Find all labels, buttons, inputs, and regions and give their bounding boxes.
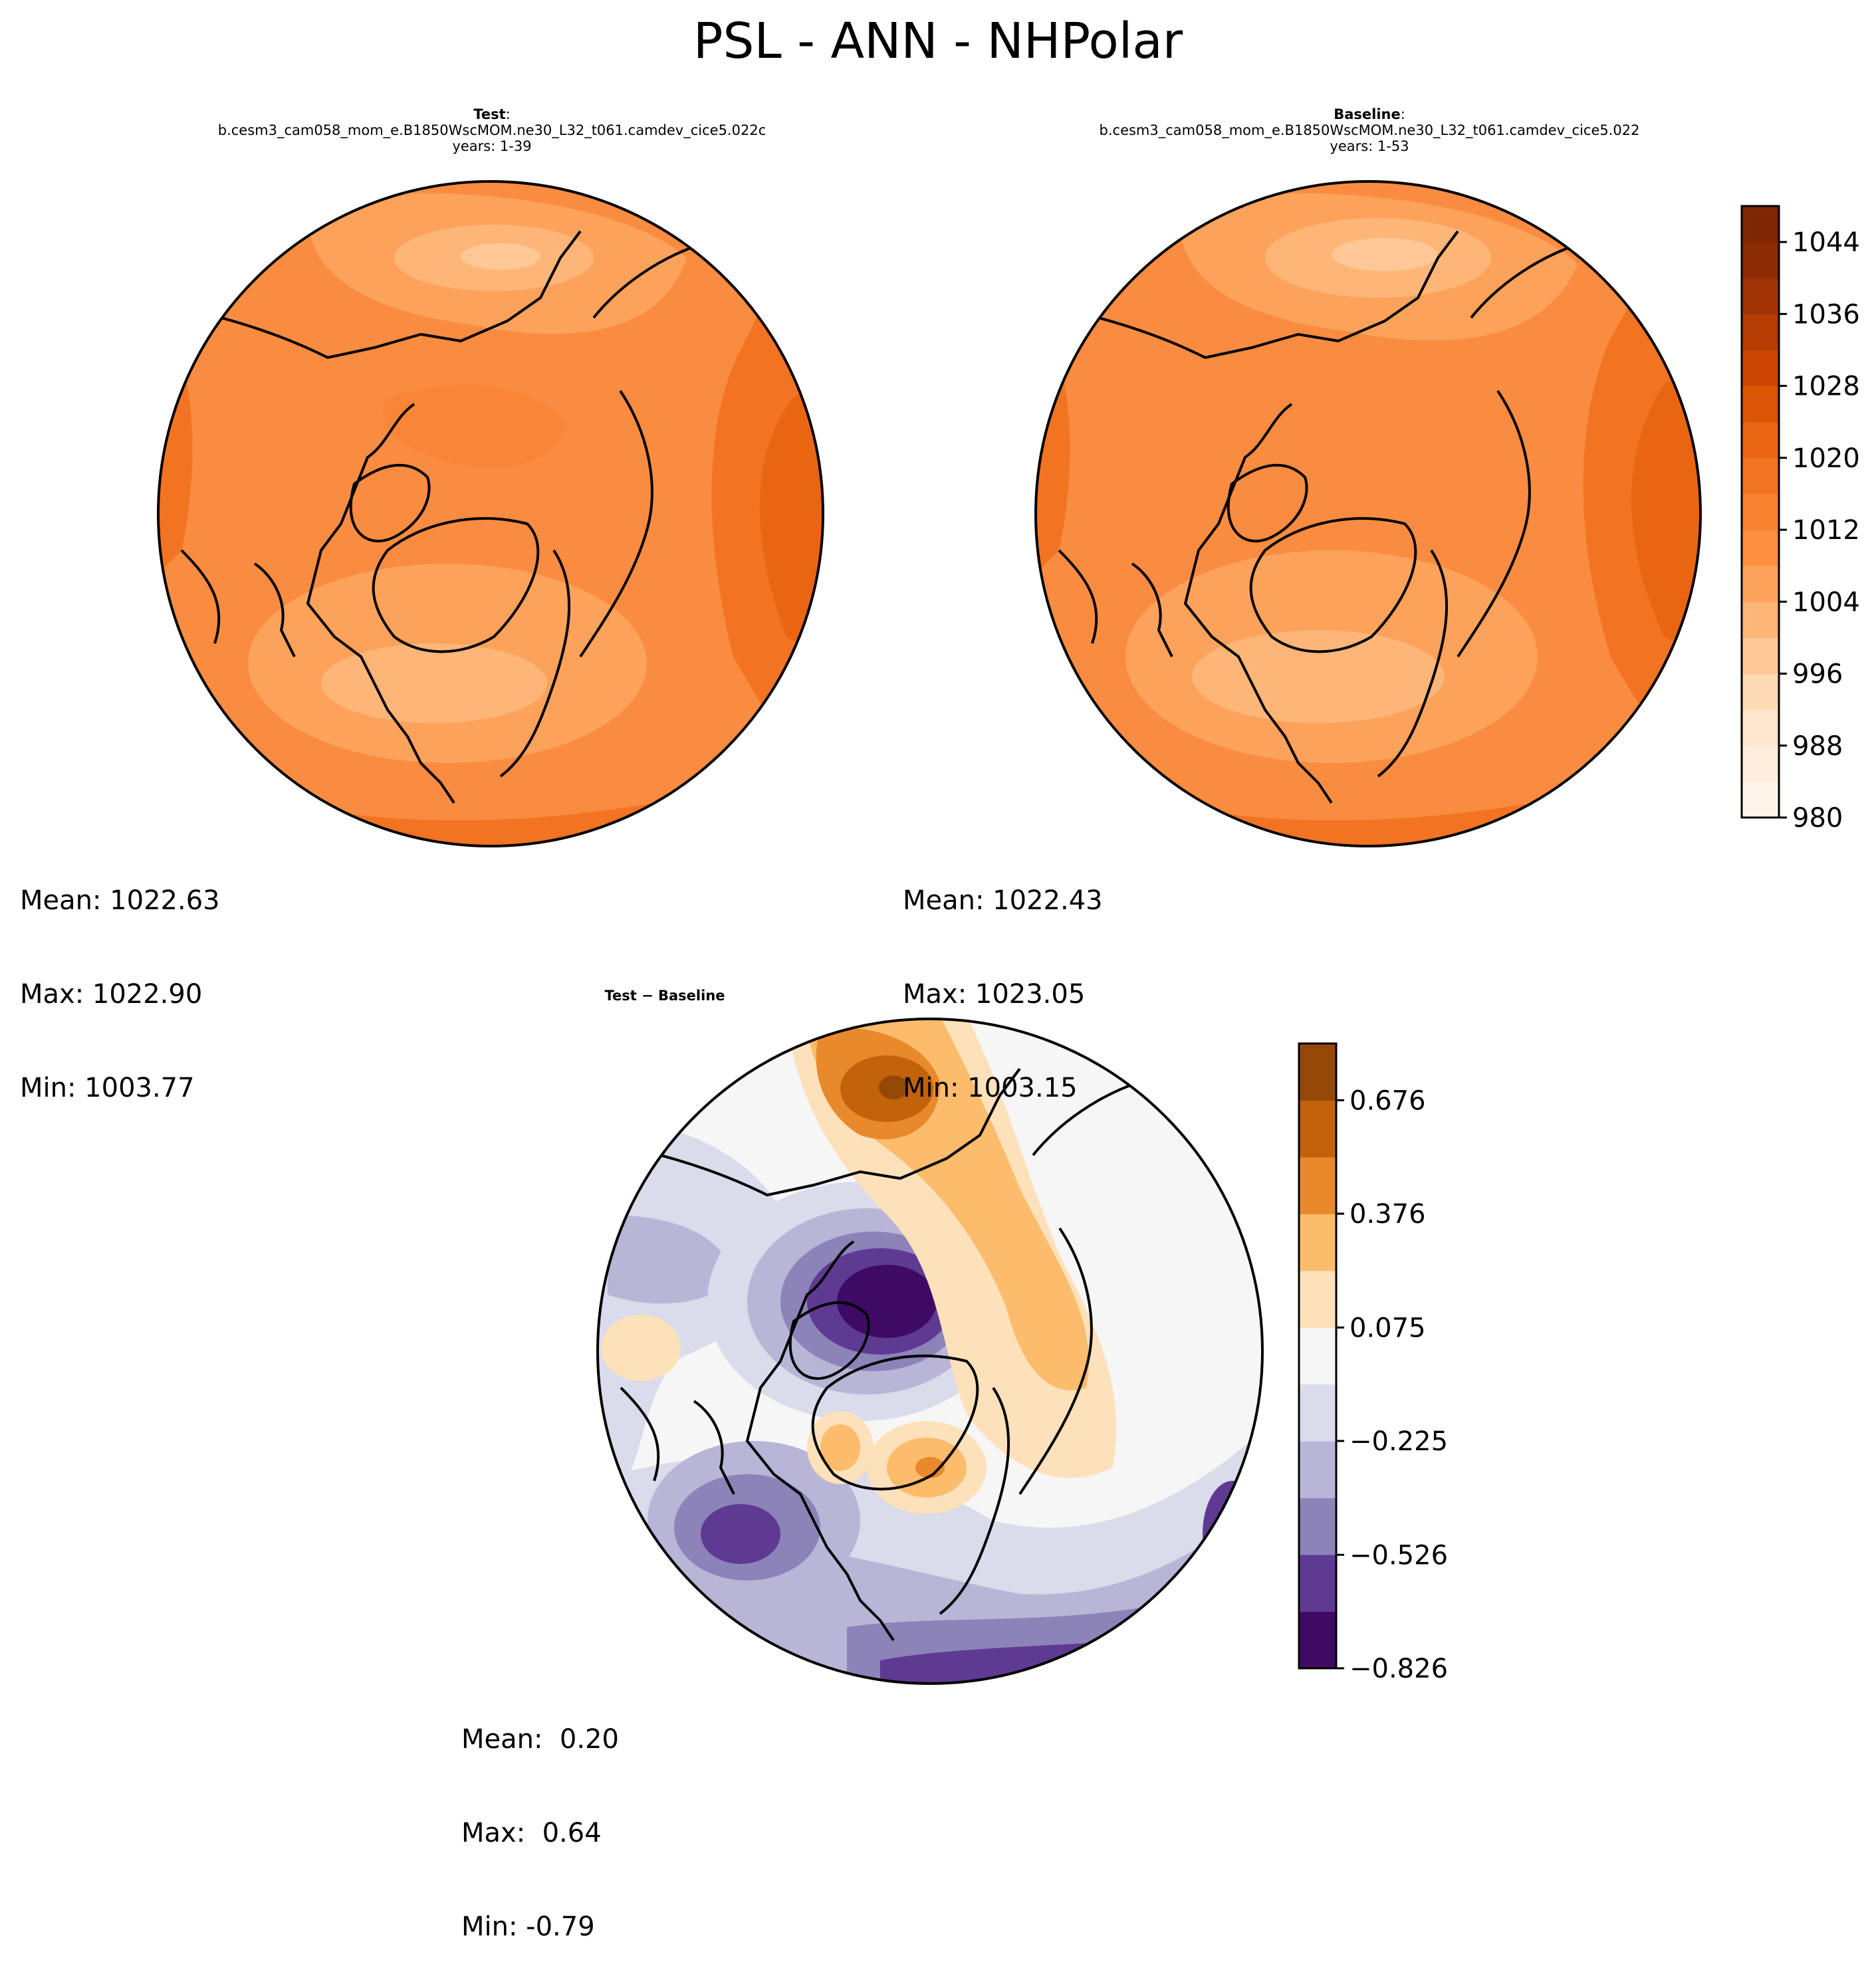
test-stats: Mean: 1022.63 Max: 1022.90 Min: 1003.77 [20,823,220,1135]
diff-colorbar-segment [1299,1156,1336,1214]
baseline-stats: Mean: 1022.43 Max: 1023.05 Min: 1003.15 [903,823,1103,1135]
diff-colorbar-tick-label: −0.826 [1349,1654,1448,1684]
baseline-stat-mean: Mean: 1022.43 [903,885,1103,916]
test-case-name: b.cesm3_cam058_mom_e.B1850WscMOM.ne30_L3… [217,122,766,138]
psl-colorbar-segment [1742,709,1779,746]
psl-colorbar-tick-label: 996 [1792,659,1843,690]
diff-colorbar: 0.676 0.376 0.075 −0.225 −0.526 −0.826 [1298,1042,1448,1684]
baseline-field-atlantic-low-core [1192,630,1445,723]
diff-field-east-neg [1203,1481,1262,1587]
baseline-years: years: 1-53 [1330,138,1409,154]
baseline-field-pacific-low-center [1332,238,1438,271]
diff-field-west-neg [598,1115,794,1521]
test-field-pacific-low-center [461,243,540,270]
diff-stat-max: Max: 0.64 [461,1818,602,1848]
baseline-stat-min: Min: 1003.15 [903,1073,1078,1103]
psl-colorbar-segment [1742,457,1779,494]
diff-panel-title: Test − Baseline [532,988,798,1004]
diff-stat-min: Min: -0.79 [461,1912,595,1942]
diff-colorbar-tick-label: −0.225 [1349,1426,1448,1457]
psl-colorbar-segment [1742,781,1779,818]
test-years: years: 1-39 [452,138,532,154]
psl-colorbar-segment [1742,602,1779,638]
psl-colorbar-segment [1742,421,1779,459]
diff-colorbar-segment [1299,1270,1336,1328]
psl-colorbar-frame [1740,205,1780,819]
psl-colorbar-segment [1742,637,1779,675]
diff-map-border [596,1018,1264,1685]
figure-title: PSL - ANN - NHPolar [693,13,1183,70]
baseline-map [1034,180,1702,847]
diff-colorbar-segment [1299,1555,1336,1612]
psl-colorbar-segment [1742,385,1779,423]
test-map [157,180,824,847]
psl-colorbar-tick-label: 980 [1792,803,1843,833]
test-heading: Test [473,106,506,122]
diff-colorbar-segment [1299,1214,1336,1271]
psl-colorbar-tick-label: 988 [1792,731,1843,762]
psl-colorbar-tick-label: 1044 [1792,227,1860,258]
diff-colorbar-tick-label: 0.676 [1349,1085,1426,1116]
baseline-heading: Baseline [1334,106,1401,122]
test-field-east-core [760,378,823,657]
diff-colorbar-segment [1299,1611,1336,1669]
psl-colorbar-segment [1742,745,1779,782]
diff-field-west-pos [601,1315,681,1381]
test-heading-colon: : [505,106,511,122]
diff-field-atlantic-neg3 [701,1504,780,1564]
test-stat-mean: Mean: 1022.63 [20,885,220,916]
diff-colorbar-tick-label: 0.376 [1349,1199,1426,1230]
diff-colorbar-segment [1299,1384,1336,1442]
test-panel-title: Test: b.cesm3_cam058_mom_e.B1850WscMOM.n… [66,106,917,154]
diff-stat-mean: Mean: 0.20 [461,1724,619,1755]
psl-colorbar-tick-label: 1012 [1792,515,1860,546]
diff-heading: Test − Baseline [604,988,725,1004]
diff-colorbar-tick-label: 0.075 [1349,1313,1426,1343]
psl-colorbar: 980 988 996 1004 1012 1020 1028 1036 1044 [1740,205,1860,833]
baseline-panel-title: Baseline: b.cesm3_cam058_mom_e.B1850WscM… [944,106,1795,154]
psl-colorbar-segment [1742,493,1779,530]
psl-colorbar-tick-label: 1004 [1792,587,1860,617]
diff-colorbar-segment [1299,1327,1336,1385]
psl-colorbar-segment [1742,350,1779,387]
test-field-atlantic-low-core [321,643,547,723]
baseline-stat-max: Max: 1023.05 [903,979,1086,1010]
baseline-case-name: b.cesm3_cam058_mom_e.B1850WscMOM.ne30_L3… [1099,122,1640,138]
diff-field-west-neg2 [608,1215,734,1304]
diff-colorbar-segment [1299,1043,1336,1101]
psl-colorbar-segment [1742,566,1779,602]
diff-colorbar-frame [1298,1042,1338,1670]
test-stat-min: Min: 1003.77 [20,1073,195,1103]
baseline-map-border [1034,180,1702,847]
psl-colorbar-segment [1742,673,1779,711]
test-field-arctic-band [383,384,567,468]
baseline-coastlines [1058,197,1632,804]
baseline-heading-colon: : [1400,106,1405,122]
diff-colorbar-segment [1299,1441,1336,1499]
diff-field-pacific-pos5 [879,1075,908,1099]
baseline-field-east-core [1631,371,1700,657]
diff-colorbar-segment [1299,1497,1336,1555]
psl-colorbar-segment [1742,278,1779,314]
diff-map [596,1018,1264,1685]
diff-colorbar-tick-label: −0.526 [1349,1540,1448,1571]
diff-field-arctic-neg5 [837,1265,937,1338]
diff-field-europe-pos3 [915,1457,945,1478]
diff-field-greenland-pos2 [820,1424,860,1471]
psl-colorbar-tick-label: 1028 [1792,372,1860,402]
test-stat-max: Max: 1022.90 [20,979,203,1010]
psl-colorbar-segment [1742,530,1779,566]
psl-colorbar-segment [1742,242,1779,278]
psl-colorbar-tick-label: 1020 [1792,443,1860,474]
diff-stats: Mean: 0.20 Max: 0.64 Min: -0.79 [461,1662,619,1974]
psl-colorbar-tick-label: 1036 [1792,299,1860,330]
diff-colorbar-segment [1299,1100,1336,1158]
psl-colorbar-segment [1742,206,1779,243]
test-map-border [157,180,824,847]
psl-colorbar-segment [1742,314,1779,350]
